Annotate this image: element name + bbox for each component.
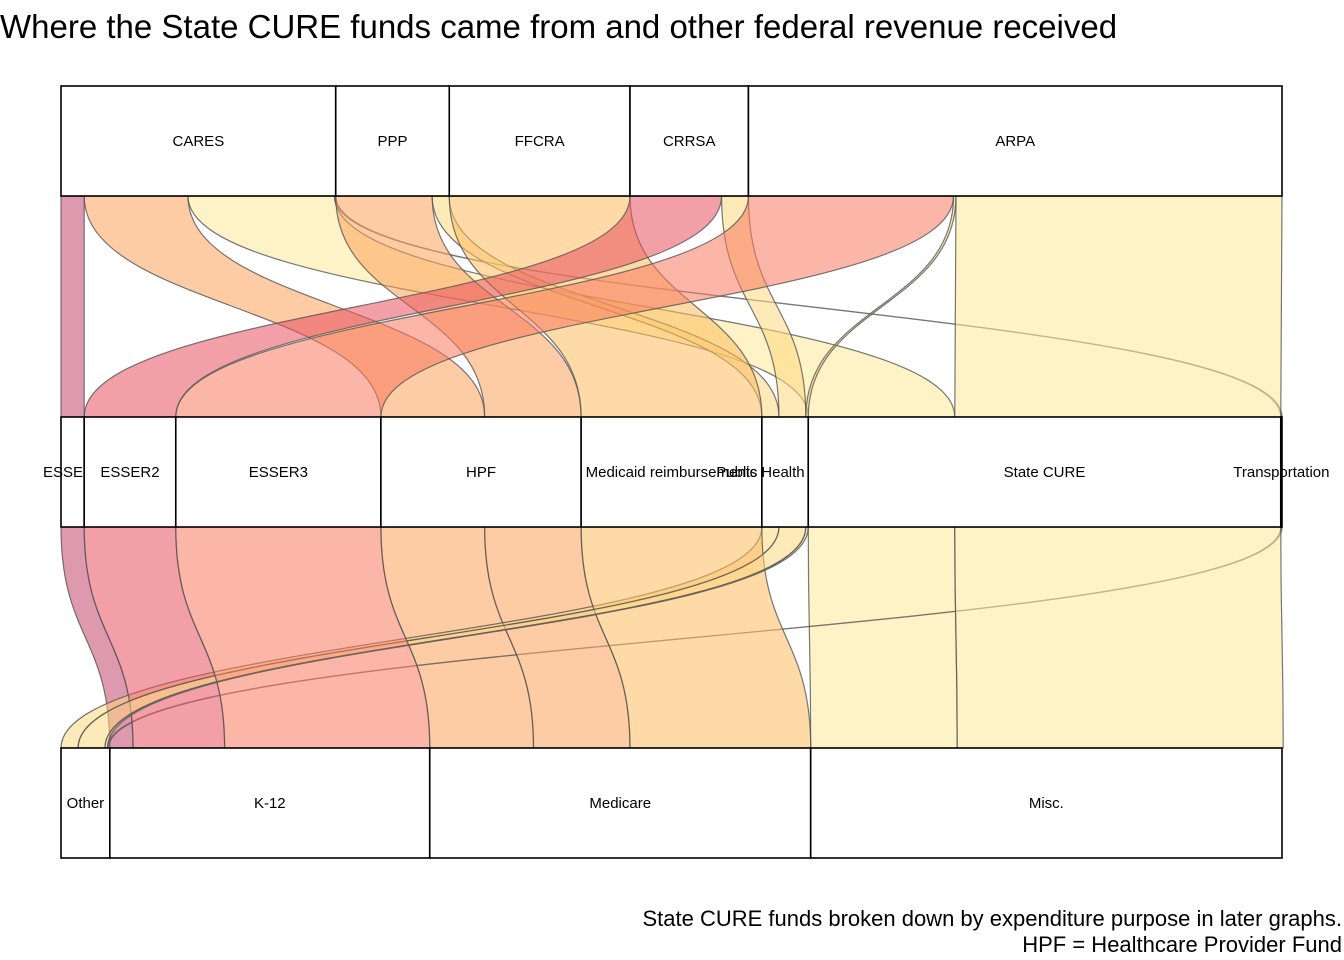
stratum-label-transportation: Transportation <box>1233 464 1329 481</box>
stratum-box-esser2 <box>83 416 177 528</box>
stratum-label-other: Other <box>67 795 105 812</box>
stratum-box-ppp <box>334 85 451 197</box>
stratum-box-medicare <box>428 747 812 859</box>
stratum-label-k-12: K-12 <box>254 795 286 812</box>
stratum-label-medicare: Medicare <box>589 795 651 812</box>
stratum-label-crrsa: CRRSA <box>663 133 716 150</box>
stratum-box-arpa <box>747 85 1283 197</box>
stratum-label-esser2: ESSER2 <box>100 464 159 481</box>
stratum-label-cares: CARES <box>173 133 225 150</box>
stratum-label-hpf: HPF <box>466 464 496 481</box>
chart-title: Where the State CURE funds came from and… <box>0 8 1118 45</box>
stratum-label-medicaid-reimbursements: Medicaid reimbursements <box>586 464 758 481</box>
stratum-label-arpa: ARPA <box>995 133 1035 150</box>
stratum-label-ffcra: FFCRA <box>515 133 565 150</box>
stratum-box-other <box>60 747 111 859</box>
flows-layer <box>60 195 1284 749</box>
stratum-box-state-cure <box>807 416 1282 528</box>
caption: State CURE funds broken down by expendit… <box>642 906 1342 958</box>
flow-cares-esser1-k-12-01 <box>60 195 85 418</box>
flow-arpa-state-cure-misc--01 <box>954 195 1283 418</box>
stratum-box-k-12 <box>109 747 431 859</box>
stratum-box-hpf <box>380 416 582 528</box>
caption-line-2: HPF = Healthcare Provider Fund <box>1022 932 1342 957</box>
stratum-box-ffcra <box>448 85 631 197</box>
stratum-label-state-cure: State CURE <box>1004 464 1086 481</box>
stratum-label-misc-: Misc. <box>1029 795 1064 812</box>
stratum-box-cares <box>60 85 337 197</box>
flow-arpa-state-cure-misc--12 <box>954 526 1284 749</box>
stratum-box-esser3 <box>174 416 382 528</box>
stratum-box-misc- <box>809 747 1283 859</box>
stratum-box-crrsa <box>629 85 750 197</box>
stratum-label-ppp: PPP <box>377 133 407 150</box>
flow-cares-state-cure-misc--12 <box>807 526 958 749</box>
stratum-box-medicaid-reimbursements <box>580 416 763 528</box>
stratum-label-esser3: ESSER3 <box>249 464 308 481</box>
caption-line-1: State CURE funds broken down by expendit… <box>642 906 1342 931</box>
stratum-box-transportation <box>1279 416 1283 528</box>
